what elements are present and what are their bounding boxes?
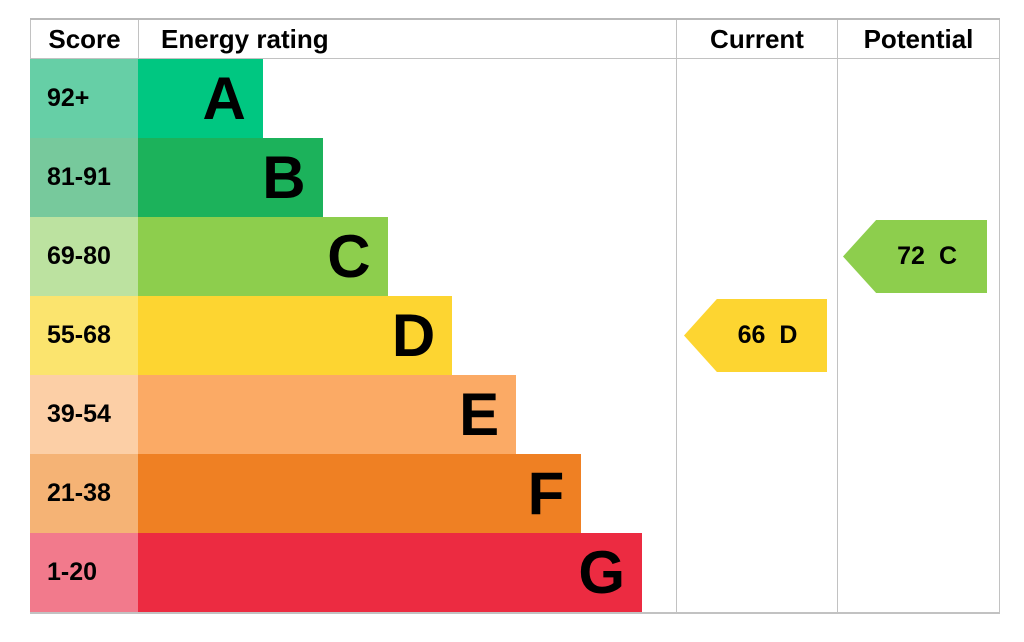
band-letter: E <box>459 380 500 448</box>
band-row-b: 81-91 B <box>30 138 676 217</box>
band-bar-area: C <box>138 217 676 296</box>
band-bar: E <box>138 375 517 454</box>
band-bar: G <box>138 533 643 612</box>
potential-band-letter: C <box>938 241 957 270</box>
band-bar: A <box>138 59 263 138</box>
current-arrow: 66 D <box>684 299 827 372</box>
header-current: Current <box>676 20 837 58</box>
band-letter: C <box>327 222 371 290</box>
band-bar: B <box>138 138 323 217</box>
band-score-cell: 21-38 <box>30 454 138 533</box>
current-value: 66 <box>737 320 766 349</box>
band-score-cell: 39-54 <box>30 375 138 454</box>
band-bar: F <box>138 454 582 533</box>
potential-value: 72 <box>897 241 925 270</box>
epc-rating-chart: Score Energy rating Current Potential 92… <box>30 18 1000 614</box>
band-row-a: 92+ A <box>30 59 676 138</box>
band-letter: A <box>202 64 246 132</box>
band-bar-area: G <box>138 533 676 612</box>
current-band-letter: D <box>779 320 798 349</box>
band-score-cell: 92+ <box>30 59 138 138</box>
band-letter: D <box>391 301 436 369</box>
bands-column: 92+ A 81-91 B 69-80 <box>30 59 676 612</box>
band-letter: B <box>262 143 306 211</box>
potential-column: 72 C <box>837 59 1000 612</box>
band-bar: D <box>138 296 453 375</box>
band-bar-area: D <box>138 296 676 375</box>
band-score-cell: 69-80 <box>30 217 138 296</box>
band-bar-area: A <box>138 59 676 138</box>
chart-body: 92+ A 81-91 B 69-80 <box>30 59 1000 614</box>
band-letter: F <box>527 459 565 527</box>
current-column: 66 D <box>676 59 837 612</box>
band-bar-area: B <box>138 138 676 217</box>
band-bar: C <box>138 217 388 296</box>
band-bar-area: E <box>138 375 676 454</box>
header-potential: Potential <box>837 20 1000 58</box>
band-row-e: 39-54 E <box>30 375 676 454</box>
band-row-d: 55-68 D <box>30 296 676 375</box>
band-score-cell: 81-91 <box>30 138 138 217</box>
band-row-g: 1-20 G <box>30 533 676 612</box>
band-bar-area: F <box>138 454 676 533</box>
header-row: Score Energy rating Current Potential <box>30 18 1000 59</box>
header-energy-rating: Energy rating <box>138 20 676 58</box>
band-letter: G <box>578 538 626 606</box>
band-score-cell: 1-20 <box>30 533 138 612</box>
potential-arrow: 72 C <box>843 219 987 293</box>
band-row-f: 21-38 F <box>30 454 676 533</box>
band-score-cell: 55-68 <box>30 296 138 375</box>
header-score: Score <box>30 20 138 58</box>
band-row-c: 69-80 C <box>30 217 676 296</box>
